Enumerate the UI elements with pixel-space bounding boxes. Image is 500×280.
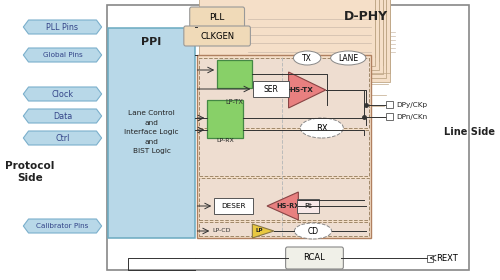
Text: DPn/CKn: DPn/CKn (396, 113, 428, 120)
Polygon shape (212, 126, 230, 138)
Bar (426, 255, 434, 262)
Text: PLL Pins: PLL Pins (46, 22, 78, 32)
Text: D-PHY: D-PHY (344, 10, 388, 23)
FancyBboxPatch shape (190, 7, 244, 28)
Text: HS-RX: HS-RX (276, 203, 299, 209)
Polygon shape (24, 219, 102, 233)
Text: Ctrl: Ctrl (56, 134, 70, 143)
Bar (386, 101, 394, 108)
Bar (198, 222, 369, 236)
Bar (198, 130, 369, 176)
Bar (202, 0, 378, 70)
Polygon shape (212, 112, 230, 124)
Text: CD: CD (308, 227, 318, 235)
Text: PPI: PPI (142, 37, 162, 47)
Bar (196, 55, 371, 238)
Text: SER: SER (264, 85, 278, 94)
Bar (106, 5, 469, 270)
Text: TX: TX (302, 53, 312, 62)
Bar (108, 28, 194, 238)
Polygon shape (24, 20, 102, 34)
Text: Data: Data (53, 111, 72, 120)
Polygon shape (267, 192, 298, 220)
FancyBboxPatch shape (184, 26, 250, 46)
Bar (298, 199, 319, 213)
Text: Line Side: Line Side (444, 127, 495, 137)
Text: CLKGEN: CLKGEN (200, 32, 234, 41)
Ellipse shape (294, 223, 332, 239)
Bar (208, 100, 242, 138)
Text: DESER: DESER (222, 203, 246, 209)
Text: LP-TX: LP-TX (226, 99, 244, 105)
Text: Rt: Rt (304, 203, 312, 209)
Text: LANE: LANE (338, 53, 358, 62)
Text: HS-TX: HS-TX (289, 87, 313, 93)
Bar (210, 0, 386, 78)
Text: LP: LP (256, 228, 264, 234)
Bar (214, 0, 390, 82)
Text: LP-RX: LP-RX (216, 138, 234, 143)
Polygon shape (288, 72, 326, 108)
Polygon shape (24, 131, 102, 145)
Text: Lane Control
and
Interface Logic
and
BIST Logic: Lane Control and Interface Logic and BIS… (124, 110, 179, 154)
Ellipse shape (294, 51, 321, 65)
Text: Protocol
Side: Protocol Side (6, 161, 55, 183)
Bar (198, 178, 369, 220)
Text: REXT: REXT (436, 254, 458, 263)
Polygon shape (224, 65, 246, 83)
Ellipse shape (330, 51, 366, 65)
Text: PLL: PLL (210, 13, 225, 22)
Bar (254, 81, 288, 97)
Ellipse shape (300, 118, 344, 138)
Text: Global Pins: Global Pins (42, 52, 82, 58)
Text: RCAL: RCAL (303, 253, 325, 263)
Bar (386, 113, 394, 120)
Text: RX: RX (316, 123, 328, 132)
Text: Calibrator Pins: Calibrator Pins (36, 223, 88, 229)
Text: DPy/CKp: DPy/CKp (396, 102, 428, 108)
Polygon shape (252, 224, 274, 238)
Bar (206, 0, 382, 74)
Text: LP-CD: LP-CD (212, 228, 231, 234)
Text: Clock: Clock (52, 90, 74, 99)
Bar (214, 198, 254, 214)
Polygon shape (24, 87, 102, 101)
Polygon shape (24, 48, 102, 62)
FancyBboxPatch shape (286, 247, 344, 269)
Polygon shape (24, 109, 102, 123)
Bar (217, 60, 252, 88)
Bar (198, 58, 369, 128)
Bar (198, 0, 374, 66)
